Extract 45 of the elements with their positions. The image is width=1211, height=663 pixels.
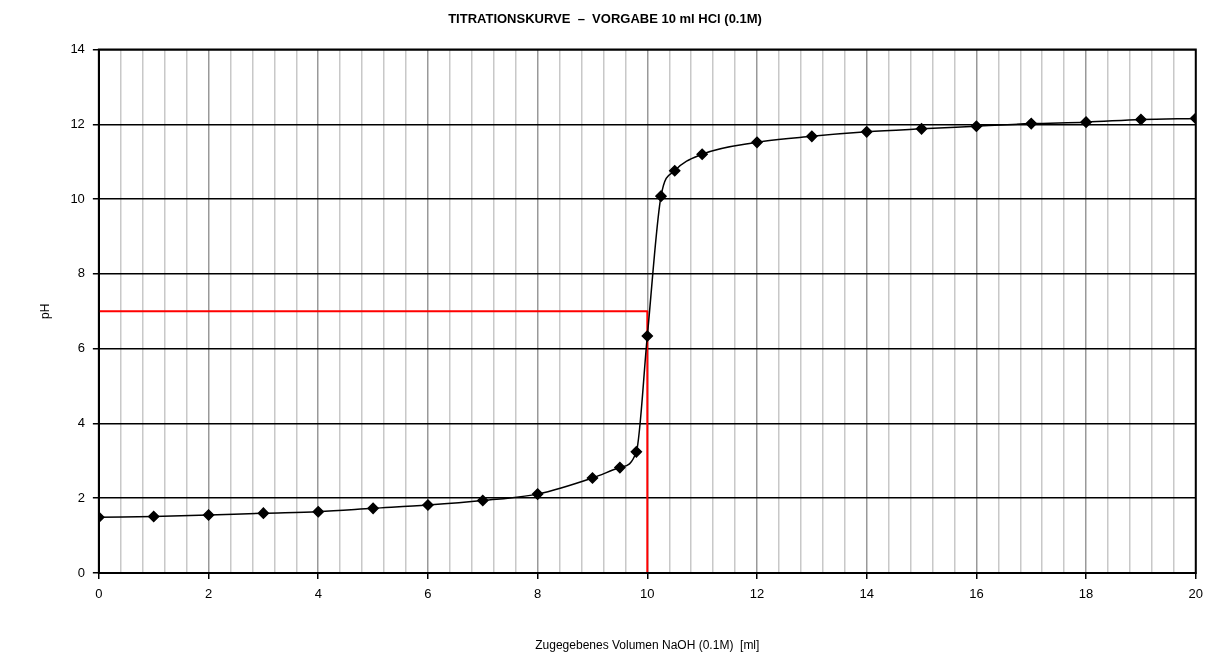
point bbox=[970, 120, 983, 132]
y-tick-label: 2 bbox=[77, 489, 85, 505]
x-tick-label: 18 bbox=[1078, 586, 1094, 602]
x-tick-label: 16 bbox=[969, 586, 984, 602]
y-tick-label: 14 bbox=[70, 41, 85, 57]
y-tick-label: 8 bbox=[77, 265, 85, 281]
x-tick-label: 2 bbox=[204, 586, 213, 602]
y-tick-label: 4 bbox=[77, 415, 85, 431]
x-tick-label: 14 bbox=[859, 586, 874, 602]
y-tick-label: 0 bbox=[77, 564, 85, 580]
point bbox=[751, 136, 763, 149]
point bbox=[630, 446, 643, 458]
point bbox=[422, 499, 434, 511]
point bbox=[312, 505, 324, 518]
point bbox=[1080, 116, 1092, 128]
x-axis-title: Zugegebenes Volumen NaOH (0.1M) [ml] bbox=[535, 638, 760, 653]
chart-title: TITRATIONSKURVE – VORGABE 10 ml HCl (0.1M) bbox=[448, 11, 762, 27]
point bbox=[915, 123, 928, 135]
y-tick-label: 10 bbox=[70, 190, 85, 206]
point bbox=[806, 130, 818, 143]
x-tick-label: 4 bbox=[314, 586, 322, 602]
point bbox=[860, 126, 873, 138]
point bbox=[641, 330, 654, 342]
point bbox=[614, 461, 626, 474]
point bbox=[257, 507, 270, 519]
point bbox=[696, 148, 708, 161]
point bbox=[367, 502, 379, 515]
y-axis-title: pH bbox=[37, 303, 52, 319]
point bbox=[147, 510, 160, 523]
point bbox=[477, 494, 489, 507]
point bbox=[655, 190, 667, 202]
point bbox=[1135, 113, 1147, 126]
point bbox=[668, 164, 681, 177]
point bbox=[586, 472, 599, 484]
x-tick-label: 12 bbox=[749, 586, 765, 602]
point bbox=[202, 509, 215, 521]
point bbox=[1025, 117, 1037, 130]
x-tick-label: 8 bbox=[534, 586, 542, 602]
x-tick-label: 0 bbox=[95, 586, 103, 602]
x-tick-label: 10 bbox=[640, 586, 655, 602]
y-tick-label: 6 bbox=[77, 340, 85, 356]
point bbox=[531, 488, 544, 500]
x-tick-label: 20 bbox=[1188, 586, 1203, 602]
x-tick-label: 6 bbox=[424, 586, 432, 602]
y-tick-label: 12 bbox=[70, 115, 85, 131]
